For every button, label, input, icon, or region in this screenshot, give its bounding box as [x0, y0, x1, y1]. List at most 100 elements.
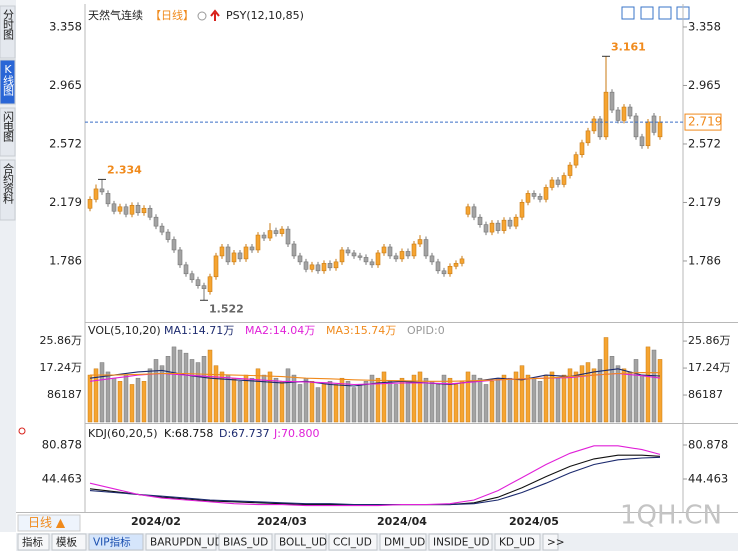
- volume-bar: [141, 381, 147, 423]
- bottom-tab[interactable]: [542, 533, 559, 551]
- side-tab-label[interactable]: 分时图: [2, 9, 15, 41]
- side-tab[interactable]: [0, 5, 16, 59]
- side-tab[interactable]: [0, 107, 16, 157]
- side-tab-label[interactable]: 闪电图: [2, 110, 15, 143]
- bottom-tab[interactable]: [17, 533, 50, 551]
- candle-body: [279, 228, 285, 234]
- volume-bar: [243, 374, 249, 423]
- candle-body: [351, 252, 357, 257]
- bottom-tab[interactable]: [88, 533, 144, 551]
- volume-bar: [393, 384, 399, 423]
- candle-body: [141, 207, 147, 214]
- candle-body: [243, 246, 249, 260]
- indicator-line: [90, 372, 661, 382]
- candle-body: [267, 230, 273, 239]
- icon[interactable]: [210, 9, 220, 21]
- tool-icon[interactable]: [658, 6, 672, 20]
- icon[interactable]: [18, 427, 26, 435]
- candle-body: [87, 199, 93, 209]
- legend-entry: OPID:0: [407, 324, 445, 337]
- tool-icon[interactable]: [640, 6, 654, 20]
- bottom-tab[interactable]: [274, 533, 327, 551]
- volume-bar: [567, 368, 573, 423]
- period-button-label[interactable]: 日线 ▲: [28, 516, 66, 530]
- candle-body: [543, 187, 549, 200]
- side-tab-label[interactable]: K线图: [2, 63, 15, 97]
- candle-body: [123, 206, 129, 215]
- bottom-tab-label[interactable]: KD_UD: [499, 537, 535, 549]
- volume-bar: [405, 381, 411, 423]
- volume-bar: [147, 368, 153, 423]
- volume-bar: [303, 377, 309, 423]
- volume-bar: [225, 374, 231, 423]
- candle-body: [519, 202, 525, 218]
- bottom-tab-label[interactable]: BIAS_UD: [223, 537, 268, 549]
- candle-body: [117, 206, 123, 212]
- bottom-tab[interactable]: [428, 533, 493, 551]
- candle-body: [201, 285, 207, 289]
- volume-bar: [513, 371, 519, 423]
- period-button[interactable]: [17, 514, 81, 532]
- bottom-tab[interactable]: [218, 533, 273, 551]
- y-tick-label: 17.24万: [688, 361, 731, 374]
- bottom-tab[interactable]: [328, 533, 378, 551]
- candle-body: [207, 276, 213, 292]
- volume-bar: [615, 365, 621, 423]
- volume-bar: [123, 374, 129, 423]
- bottom-tab-label[interactable]: DMI_UD: [384, 537, 425, 549]
- candle-body: [105, 193, 111, 205]
- candle-body: [549, 179, 555, 188]
- bottom-tab[interactable]: [379, 533, 427, 551]
- volume-bar: [435, 384, 441, 423]
- volume-bar: [339, 377, 345, 423]
- indicator: PSY(12,10,85): [226, 9, 304, 22]
- candle-body: [537, 196, 543, 200]
- side-tab-label[interactable]: 合约资料: [2, 162, 15, 205]
- candle-body: [627, 106, 633, 117]
- volume-bar: [441, 374, 447, 423]
- candle-body: [393, 255, 399, 260]
- indicator-line: [89, 456, 661, 506]
- volume-bar: [195, 362, 201, 423]
- bottom-tab-label[interactable]: >>: [547, 537, 565, 549]
- bottom-tab-label[interactable]: 指标: [22, 536, 43, 549]
- legend-entry: MA2:14.04万: [245, 324, 315, 337]
- bottom-tab[interactable]: [145, 533, 217, 551]
- candle-body: [555, 179, 561, 185]
- volume-bar: [279, 381, 285, 423]
- volume-bar: [561, 374, 567, 423]
- y-tick-label: 1.786: [688, 253, 721, 267]
- trough-label: 1.522: [209, 302, 244, 315]
- side-tab[interactable]: [0, 59, 16, 105]
- bottom-tab[interactable]: [51, 533, 87, 551]
- side-tab[interactable]: [0, 159, 16, 221]
- candle-body: [639, 136, 645, 147]
- volume-bar: [327, 381, 333, 423]
- bottom-tab-label[interactable]: 模板: [56, 536, 77, 549]
- candle-body: [603, 91, 609, 138]
- bottom-tab-label[interactable]: VIP指标: [93, 536, 131, 549]
- y-tick-label: 17.24万: [40, 361, 83, 374]
- volume-bar: [597, 359, 603, 423]
- bottom-tab[interactable]: [494, 533, 541, 551]
- icon[interactable]: [197, 11, 207, 21]
- volume-bar: [645, 346, 651, 423]
- volume-bar: [189, 359, 195, 423]
- candle-body: [93, 188, 99, 200]
- period: 【日线】: [150, 8, 194, 22]
- bottom-tab-label[interactable]: BARUPDN_UD: [150, 537, 223, 549]
- tool-icon[interactable]: [621, 6, 635, 20]
- candle-body: [363, 257, 369, 263]
- candle-body: [417, 239, 423, 245]
- y-tick-label: 80.878: [42, 437, 82, 451]
- bottom-tab-label[interactable]: CCI_UD: [333, 537, 372, 549]
- bottom-tab-label[interactable]: INSIDE_UD: [433, 537, 489, 549]
- candle-body: [567, 164, 573, 176]
- bottom-tab-label[interactable]: BOLL_UD: [279, 537, 327, 549]
- candle-body: [249, 246, 255, 251]
- volume-bar: [447, 377, 453, 423]
- y-tick-label: 86187: [688, 388, 723, 401]
- volume-bar: [363, 381, 369, 423]
- candle-body: [225, 246, 231, 263]
